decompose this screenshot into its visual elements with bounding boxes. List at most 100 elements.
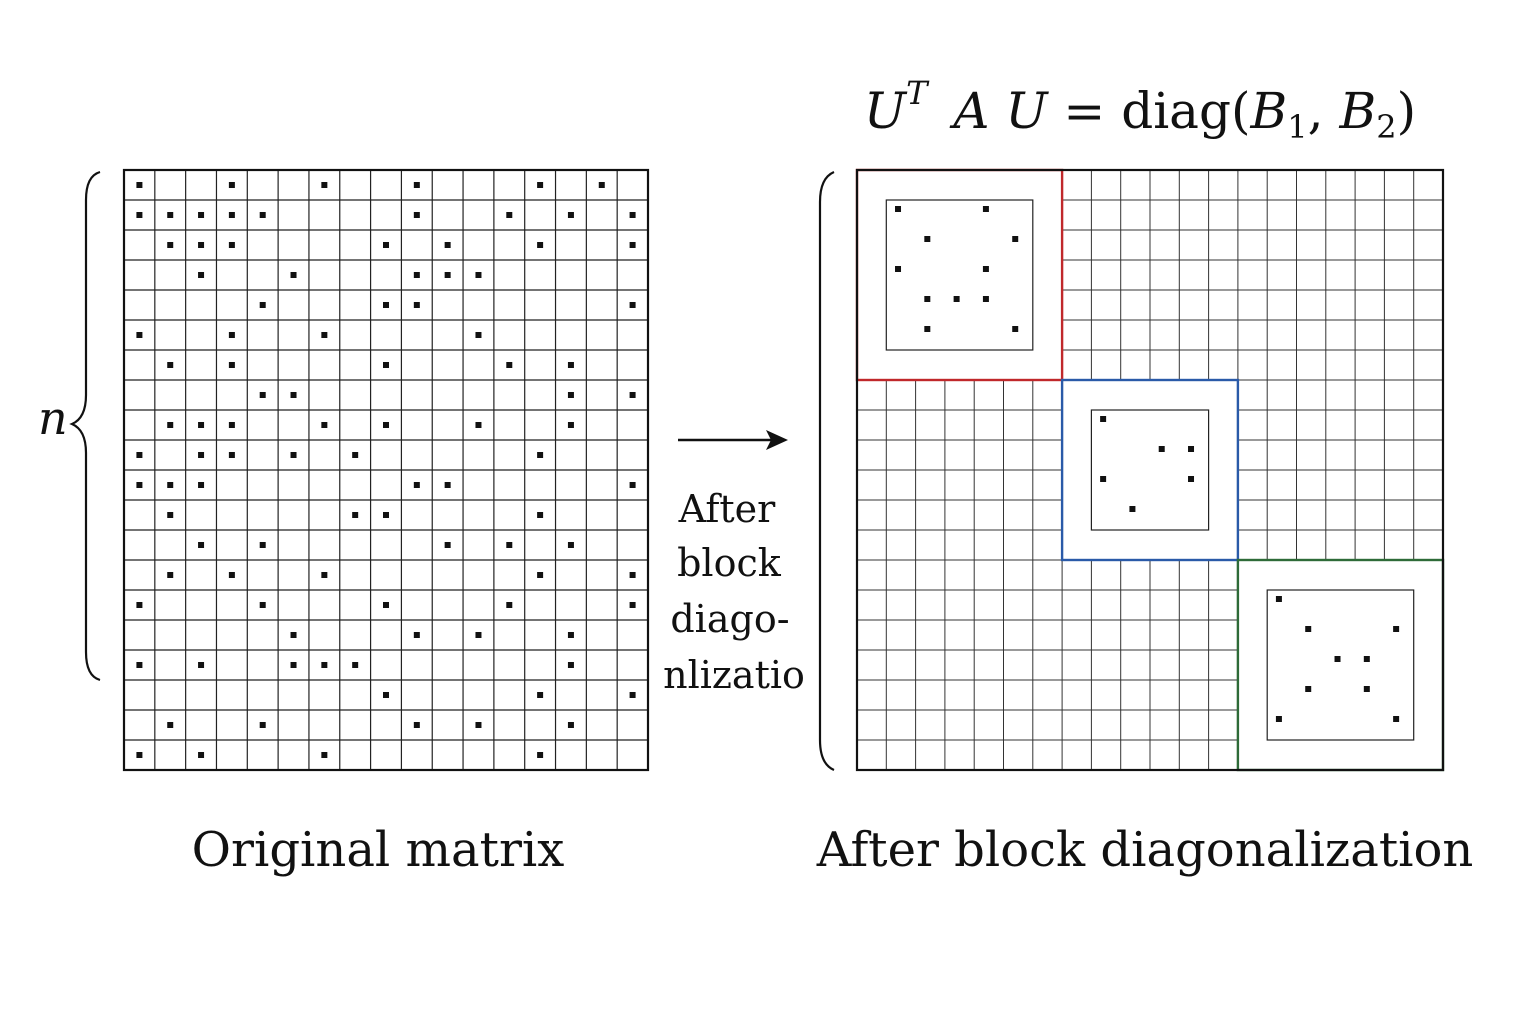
formula-transpose: T bbox=[906, 74, 930, 112]
nonzero-entry bbox=[629, 302, 636, 308]
nonzero-entry bbox=[290, 662, 297, 668]
arrow-label-line-2: block bbox=[677, 541, 782, 585]
nonzero-entry bbox=[982, 266, 989, 272]
nonzero-entry bbox=[629, 572, 636, 578]
nonzero-entry bbox=[198, 212, 205, 218]
nonzero-entry bbox=[136, 452, 143, 458]
nonzero-entry bbox=[228, 572, 235, 578]
nonzero-entry bbox=[198, 662, 205, 668]
nonzero-entry bbox=[321, 572, 328, 578]
left-brace bbox=[69, 170, 101, 682]
block-background bbox=[1062, 380, 1238, 560]
nonzero-entry bbox=[567, 632, 574, 638]
nonzero-entry bbox=[259, 602, 266, 608]
nonzero-entry bbox=[259, 302, 266, 308]
nonzero-entry bbox=[352, 452, 359, 458]
formula-b2: B bbox=[1338, 82, 1376, 140]
matrix-border bbox=[855, 168, 1445, 772]
nonzero-entry bbox=[475, 632, 482, 638]
nonzero-entry bbox=[383, 242, 389, 248]
arrow-label-line-4: nlizatio bbox=[663, 653, 805, 697]
nonzero-entry bbox=[259, 542, 266, 548]
nonzero-entry bbox=[198, 752, 205, 758]
nonzero-entry bbox=[537, 452, 544, 458]
diagonal-block-3 bbox=[1236, 558, 1445, 772]
caption-after-block-diagonalization: After block diagonalization bbox=[816, 822, 1474, 878]
nonzero-entry bbox=[383, 692, 389, 698]
nonzero-entry bbox=[629, 242, 636, 248]
nonzero-entry bbox=[629, 392, 636, 398]
nonzero-entry bbox=[537, 182, 544, 188]
nonzero-entry bbox=[352, 662, 359, 668]
nonzero-entry bbox=[290, 392, 297, 398]
nonzero-entry bbox=[383, 302, 389, 308]
nonzero-entry bbox=[290, 272, 297, 278]
nonzero-entry bbox=[321, 422, 328, 428]
nonzero-entry bbox=[198, 482, 205, 488]
diagonal-block-1 bbox=[855, 168, 1064, 382]
nonzero-entry bbox=[1393, 626, 1400, 632]
nonzero-entry bbox=[444, 242, 451, 248]
nonzero-entry bbox=[982, 206, 989, 212]
nonzero-entry bbox=[167, 482, 174, 488]
nonzero-entry bbox=[444, 272, 451, 278]
nonzero-entry bbox=[321, 752, 328, 758]
formula-open-paren: ( bbox=[1231, 82, 1251, 140]
nonzero-entry bbox=[982, 296, 989, 302]
n-label: n bbox=[38, 391, 68, 445]
nonzero-entry bbox=[136, 332, 143, 338]
nonzero-entry bbox=[567, 392, 574, 398]
nonzero-entry bbox=[924, 296, 931, 302]
nonzero-entry bbox=[136, 212, 143, 218]
nonzero-entry bbox=[383, 362, 389, 368]
arrow-label-line-1: After bbox=[678, 487, 777, 531]
nonzero-entry bbox=[383, 422, 389, 428]
nonzero-entry bbox=[383, 602, 389, 608]
nonzero-entry bbox=[1012, 326, 1019, 332]
nonzero-entry bbox=[924, 236, 931, 242]
block-inner-frame bbox=[1090, 409, 1210, 531]
formula-comma: , bbox=[1308, 82, 1324, 140]
nonzero-entry bbox=[537, 572, 544, 578]
formula-u2: U bbox=[1005, 82, 1049, 140]
nonzero-entry bbox=[321, 182, 328, 188]
nonzero-entry bbox=[567, 422, 574, 428]
formula-sub1: 1 bbox=[1287, 108, 1307, 146]
nonzero-entry bbox=[136, 602, 143, 608]
diagonal-block-2 bbox=[1060, 378, 1240, 562]
nonzero-entry bbox=[1393, 716, 1400, 722]
block-diagonal-matrix bbox=[855, 168, 1445, 772]
nonzero-entry bbox=[413, 302, 420, 308]
nonzero-entry bbox=[1129, 506, 1136, 512]
nonzero-entry bbox=[506, 362, 513, 368]
formula-b1: B bbox=[1250, 82, 1288, 140]
nonzero-entry bbox=[1012, 236, 1019, 242]
block-inner-frame bbox=[1266, 589, 1415, 741]
nonzero-entry bbox=[629, 602, 636, 608]
nonzero-entry bbox=[629, 212, 636, 218]
nonzero-entry bbox=[259, 722, 266, 728]
nonzero-entry bbox=[228, 362, 235, 368]
nonzero-entry bbox=[444, 542, 451, 548]
nonzero-entry bbox=[228, 182, 235, 188]
nonzero-entry bbox=[475, 332, 482, 338]
nonzero-entry bbox=[198, 452, 205, 458]
nonzero-entry bbox=[537, 692, 544, 698]
nonzero-entry bbox=[598, 182, 605, 188]
nonzero-entry bbox=[567, 362, 574, 368]
formula-diag: diag bbox=[1121, 82, 1231, 140]
arrow-label-line-3: diago- bbox=[670, 597, 789, 641]
nonzero-entry bbox=[895, 266, 902, 272]
nonzero-entry bbox=[413, 632, 420, 638]
formula-sub2: 2 bbox=[1376, 108, 1396, 146]
nonzero-entry bbox=[567, 542, 574, 548]
nonzero-entry bbox=[895, 206, 902, 212]
nonzero-entry bbox=[537, 242, 544, 248]
nonzero-entry bbox=[475, 722, 482, 728]
matrix-border bbox=[122, 168, 650, 772]
nonzero-entry bbox=[506, 212, 513, 218]
block-background bbox=[857, 170, 1063, 380]
nonzero-entry bbox=[1305, 686, 1312, 692]
right-brace bbox=[818, 170, 835, 772]
